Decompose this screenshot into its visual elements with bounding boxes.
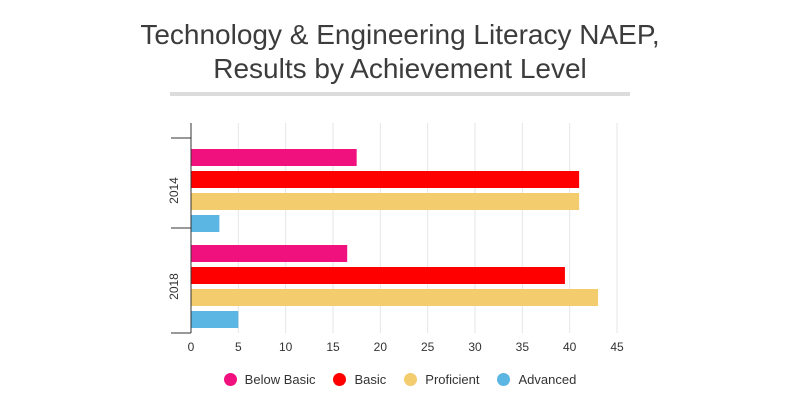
x-tick-label-15: 15 [326, 340, 340, 354]
axes [171, 123, 192, 334]
y-category-labels: 2014 2018 [167, 177, 181, 300]
y-category-label-2018: 2018 [167, 273, 181, 300]
legend-swatch [497, 373, 511, 386]
legend-label: Below Basic [244, 372, 316, 387]
legend-item-basic: Basic [333, 372, 386, 387]
legend-label: Basic [354, 372, 387, 387]
x-tick-label-40: 40 [563, 340, 577, 354]
legend-label: Advanced [518, 372, 577, 387]
x-tick-label-35: 35 [516, 340, 530, 354]
bar-2014-proficient [191, 193, 580, 210]
x-tick-label-30: 30 [468, 340, 482, 354]
x-tick-label-10: 10 [279, 340, 293, 354]
legend-item-below-basic: Below Basic [223, 372, 316, 387]
bars [191, 149, 599, 328]
legend: Below Basic Basic Proficient Advanced [0, 372, 800, 387]
legend-item-advanced: Advanced [497, 372, 576, 387]
bar-2018-advanced [191, 311, 239, 328]
legend-swatch [223, 373, 237, 386]
x-tick-label-25: 25 [421, 340, 435, 354]
chart-title: Technology & Engineering Literacy NAEP, … [0, 18, 800, 86]
title-divider [170, 92, 630, 96]
bar-2014-basic [191, 171, 580, 188]
y-category-label-2014: 2014 [167, 177, 181, 204]
bar-2014-advanced [191, 215, 220, 232]
bar-2018-basic [191, 267, 565, 284]
bar-2018-proficient [191, 289, 599, 306]
legend-swatch [404, 373, 418, 386]
x-tick-label-0: 0 [188, 340, 195, 354]
legend-swatch [333, 373, 347, 386]
x-tick-label-20: 20 [374, 340, 388, 354]
legend-label: Proficient [425, 372, 480, 387]
bar-2018-below-basic [191, 245, 348, 262]
legend-item-proficient: Proficient [404, 372, 479, 387]
x-tick-label-5: 5 [235, 340, 242, 354]
bar-2014-below-basic [191, 149, 357, 166]
chart-title-line-2: Results by Achievement Level [213, 53, 587, 84]
chart-title-line-1: Technology & Engineering Literacy NAEP, [140, 19, 660, 50]
x-tick-label-45: 45 [610, 340, 624, 354]
x-tick-labels: 0 5 10 15 20 25 30 35 40 45 [188, 340, 624, 354]
